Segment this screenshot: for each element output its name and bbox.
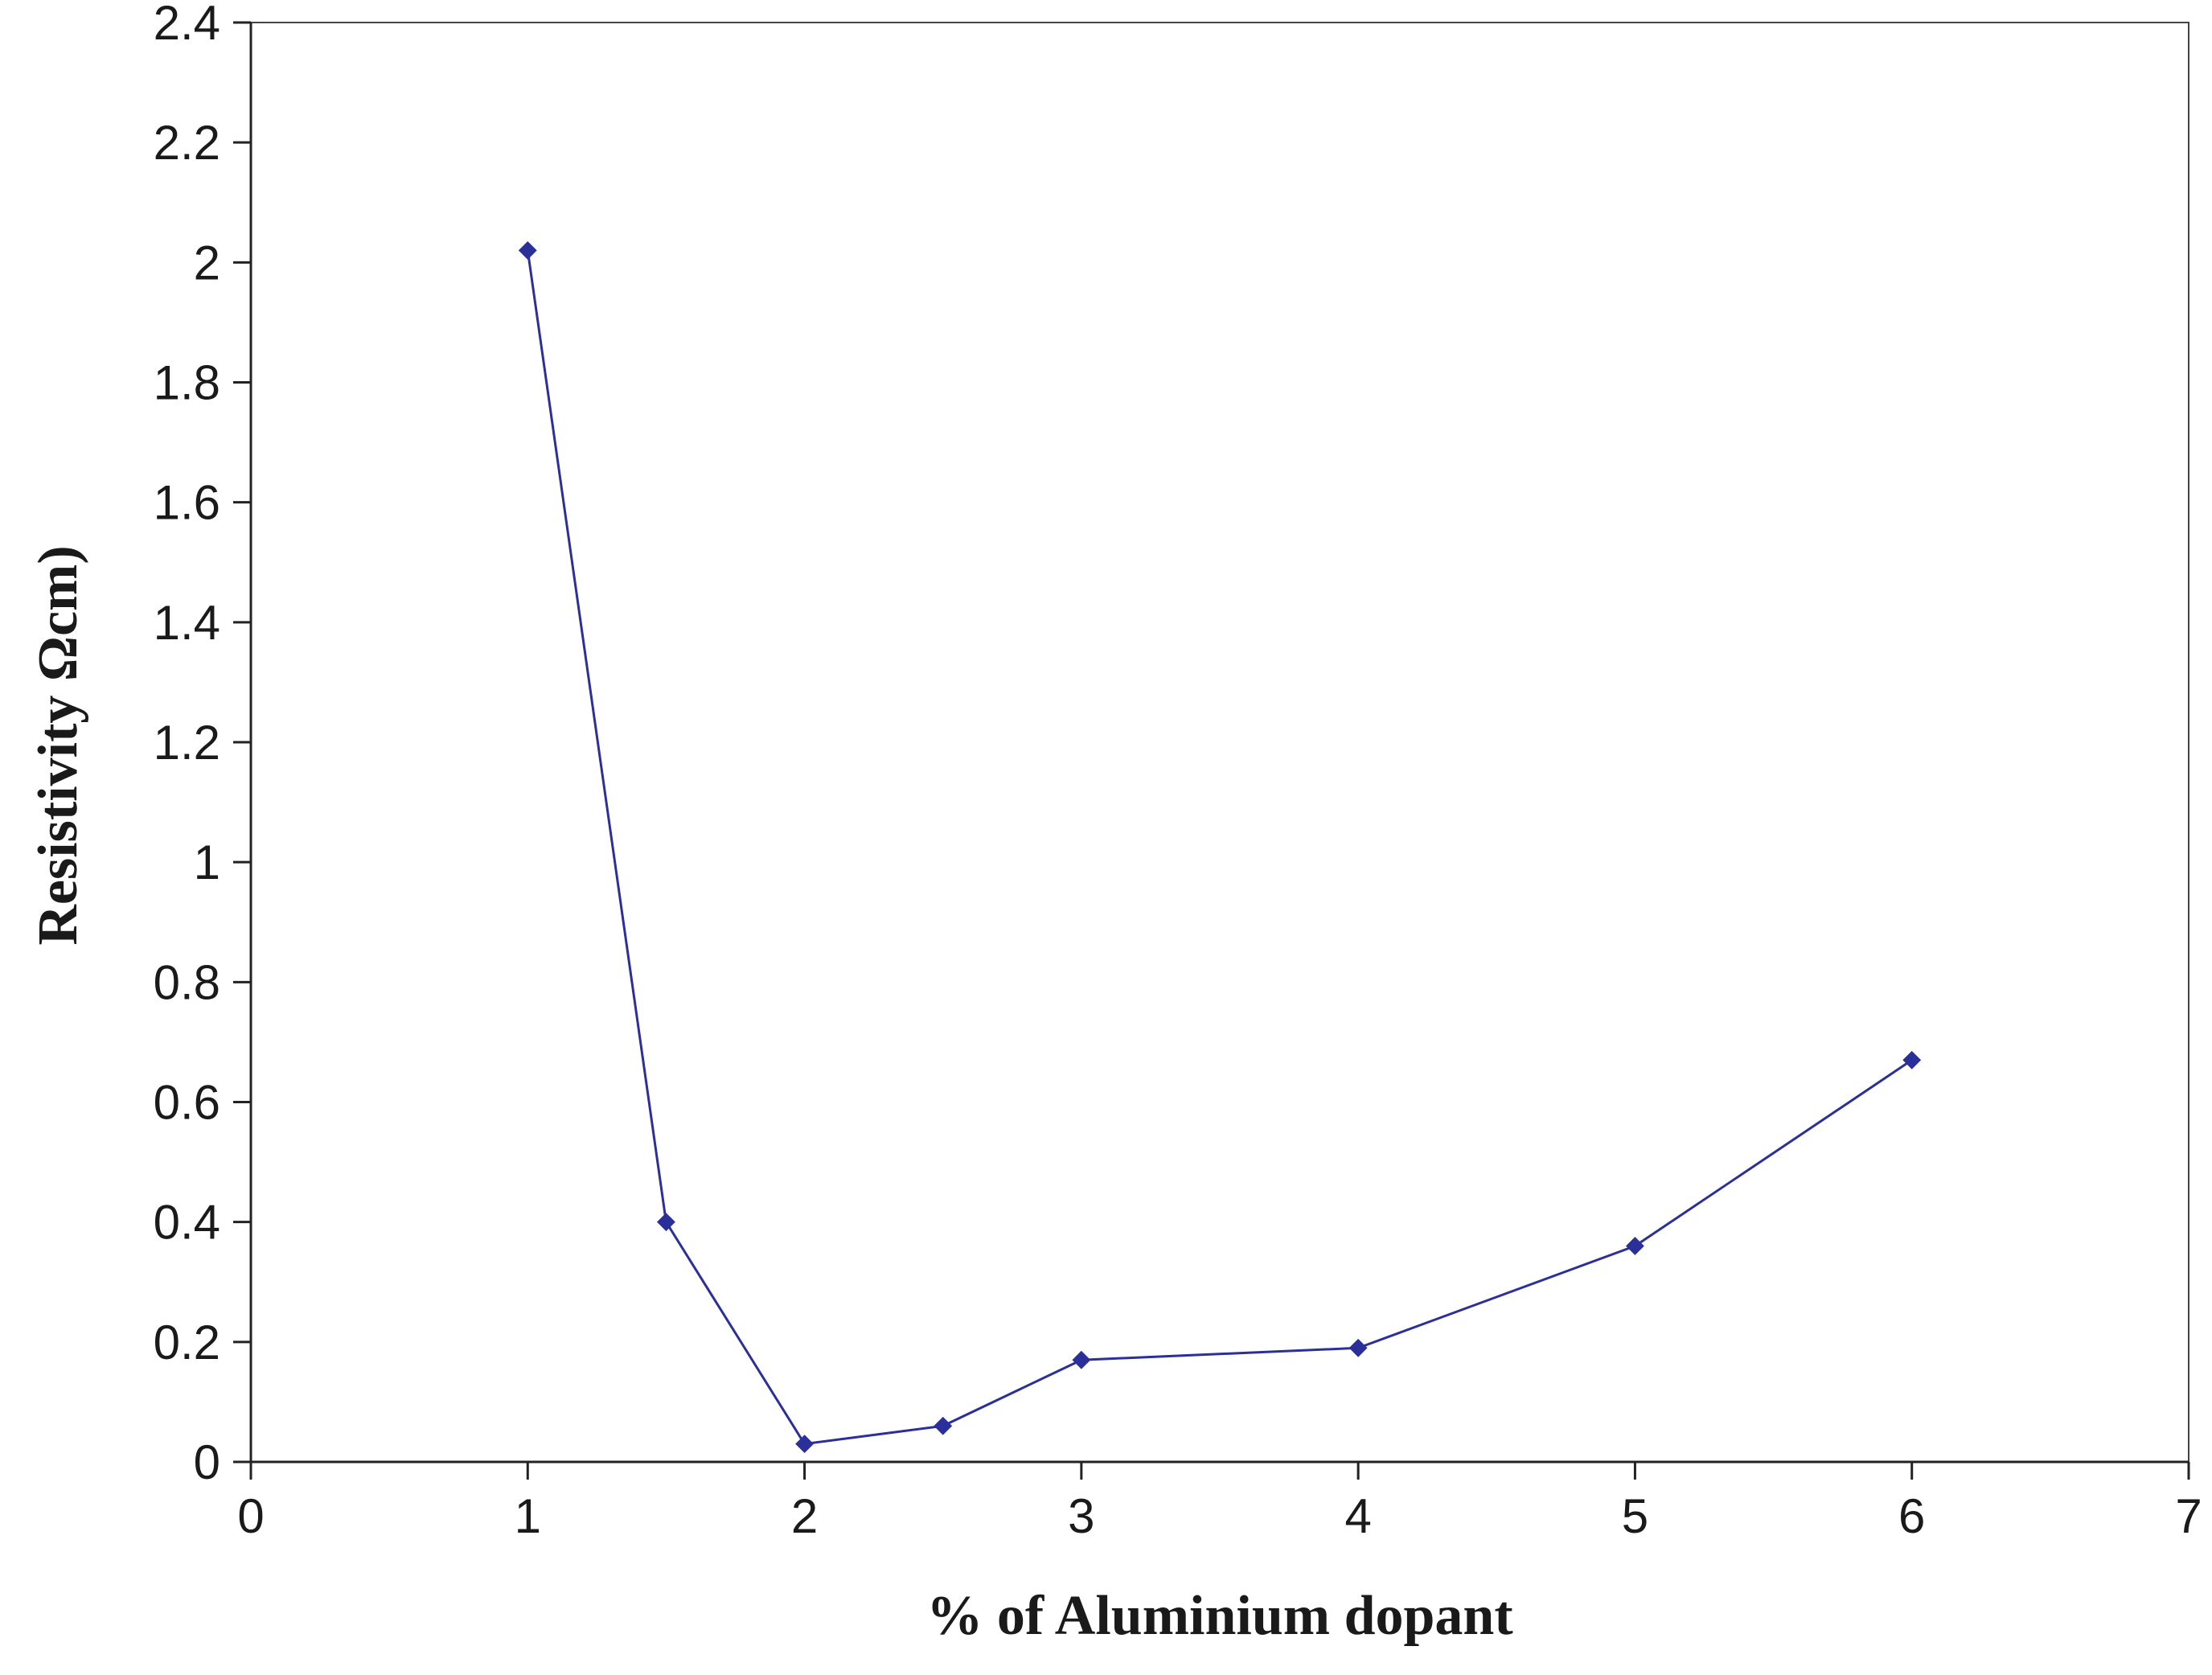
x-tick-label: 1 — [515, 1489, 541, 1543]
data-point — [795, 1435, 814, 1454]
data-point — [1902, 1050, 1922, 1069]
series-line — [526, 250, 1913, 1446]
y-tick-label: 0.8 — [154, 955, 220, 1009]
y-tick-label: 2.2 — [154, 116, 220, 170]
x-tick-label: 4 — [1344, 1489, 1371, 1543]
x-tick-label: 2 — [791, 1489, 818, 1543]
x-axis-title: % of Aluminium dopant — [926, 1585, 1512, 1647]
x-tick-label: 5 — [1622, 1489, 1648, 1543]
data-point — [657, 1213, 675, 1232]
x-tick-label: 0 — [237, 1489, 264, 1543]
y-tick-label: 0.2 — [154, 1316, 220, 1369]
y-tick-label: 1.2 — [154, 716, 220, 770]
data-point — [1626, 1237, 1644, 1255]
data-point — [518, 241, 537, 260]
y-axis-title: Resistivity Ωcm) — [27, 545, 89, 945]
y-tick-label: 2.4 — [154, 0, 220, 50]
y-tick-label: 0 — [194, 1435, 220, 1489]
x-tick-label: 3 — [1068, 1489, 1094, 1543]
series-layer — [518, 241, 1922, 1454]
plot-frame — [250, 22, 2189, 1463]
y-tick-label: 1.4 — [154, 596, 220, 650]
y-tick-label: 2 — [194, 236, 220, 289]
data-point — [934, 1416, 953, 1435]
y-tick-label: 0.4 — [154, 1196, 220, 1250]
y-tick-label: 0.6 — [154, 1076, 220, 1130]
y-tick-label: 1.6 — [154, 476, 220, 530]
y-axis-ticks: 0 0.2 0.4 0.6 0.8 1 1.2 1.4 1.6 1.8 2 2.2 2.4 — [154, 0, 251, 1489]
y-tick-label: 1 — [194, 835, 220, 889]
x-tick-label: 6 — [1898, 1489, 1925, 1543]
x-axis-ticks: 0 1 2 3 4 5 6 7 — [237, 1462, 2202, 1543]
data-point — [1072, 1350, 1091, 1369]
y-tick-label: 1.8 — [154, 356, 220, 410]
x-tick-label: 7 — [2175, 1489, 2202, 1543]
data-point — [1348, 1338, 1368, 1357]
